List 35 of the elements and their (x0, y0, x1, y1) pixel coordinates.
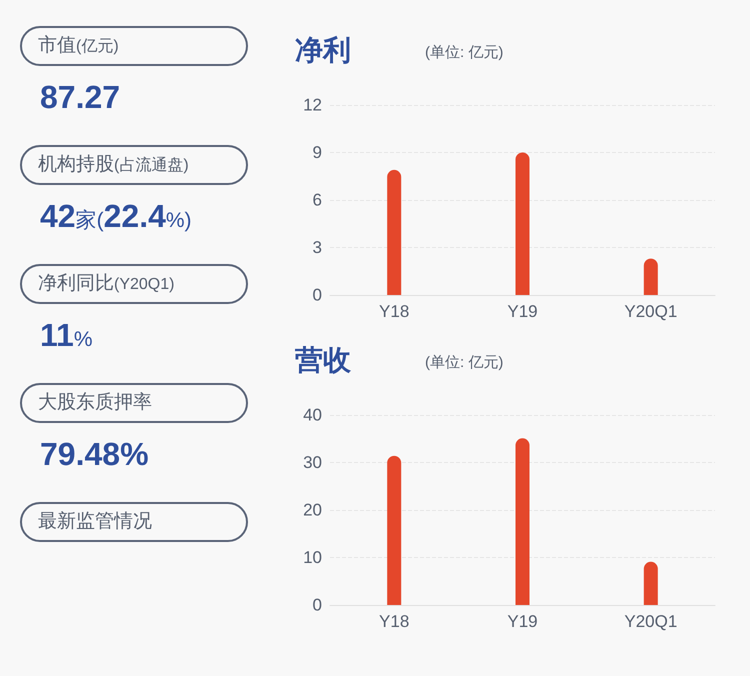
chart-subtitle: (单位: 亿元) (425, 354, 504, 371)
text: 市值(亿元) (20, 26, 248, 66)
bar (387, 170, 402, 295)
text: 87.27 (39, 78, 122, 117)
y-tick-label: 0 (312, 596, 322, 614)
bar (644, 562, 658, 605)
text: 11% (39, 316, 94, 355)
x-tick-label: Y19 (507, 302, 538, 321)
x-tick-label: Y18 (379, 612, 410, 631)
text: 净利同比(Y20Q1) (20, 264, 248, 304)
y-tick-label: 40 (303, 406, 322, 424)
x-tick-label: Y18 (379, 302, 410, 321)
x-tick-label: Y20Q1 (624, 612, 678, 631)
text: 大股东质押率 (20, 383, 248, 423)
y-tick-label: 3 (312, 238, 322, 257)
y-tick-label: 0 (312, 286, 322, 304)
chart-subtitle: (单位: 亿元) (425, 44, 504, 61)
chart-title: 净利 (295, 34, 351, 66)
text: 机构持股(占流通盘) (20, 145, 248, 185)
chart-title: 营收 (294, 344, 352, 376)
y-tick-label: 6 (312, 190, 322, 210)
y-tick-label: 12 (303, 96, 322, 114)
text: 42家(22.4%) (39, 197, 193, 236)
bar (516, 438, 530, 605)
y-tick-label: 10 (303, 548, 322, 567)
y-tick-label: 20 (303, 500, 322, 520)
text: 最新监管情况 (20, 502, 248, 542)
y-tick-label: 30 (303, 453, 322, 472)
bar (387, 456, 402, 605)
text: 79.48% (39, 435, 150, 474)
y-tick-label: 9 (312, 143, 322, 162)
bar (516, 152, 530, 295)
x-tick-label: Y20Q1 (624, 302, 678, 321)
x-tick-label: Y19 (507, 612, 538, 631)
bar (644, 258, 658, 295)
